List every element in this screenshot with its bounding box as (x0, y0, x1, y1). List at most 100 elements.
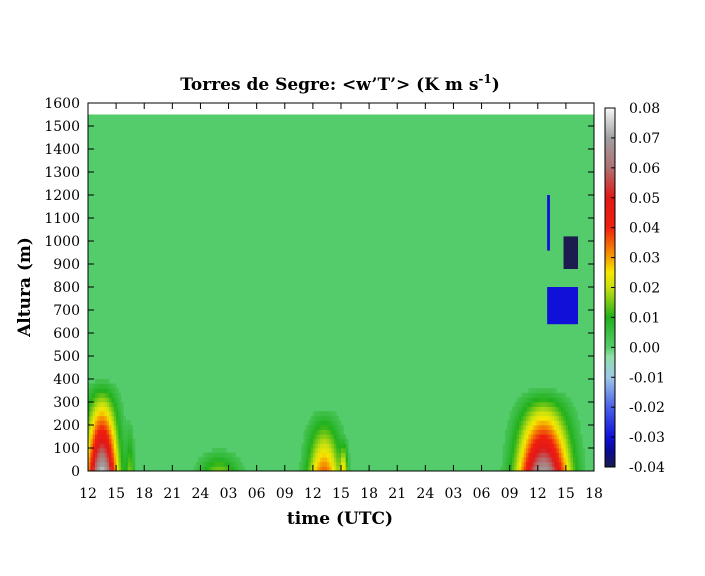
heatmap-cell (514, 429, 518, 435)
heatmap-cell (563, 296, 567, 302)
heatmap-cell (315, 425, 318, 430)
heatmap-cell (310, 443, 314, 449)
heatmap-cell (97, 420, 101, 426)
heatmap-cell (102, 379, 105, 384)
heatmap-cell (104, 434, 108, 440)
heatmap-cell (99, 415, 103, 421)
heatmap-cell (554, 452, 557, 458)
heatmap-cell (568, 305, 571, 311)
heatmap-cell (568, 397, 571, 403)
heatmap-cell (507, 429, 511, 435)
heatmap-cell (516, 443, 520, 449)
heatmap-cell (120, 434, 124, 440)
heatmap-cell (535, 438, 539, 444)
heatmap-cell (221, 466, 225, 472)
heatmap-cell (116, 415, 119, 421)
heatmap-cell (554, 305, 557, 311)
heatmap-cell (308, 429, 311, 435)
heatmap-cell (109, 452, 112, 458)
heatmap-cells (88, 195, 586, 472)
heatmap-cell (343, 466, 347, 472)
heatmap-cell (92, 397, 96, 403)
heatmap-cell (519, 415, 522, 421)
heatmap-cell (109, 443, 112, 449)
heatmap-cell (104, 448, 108, 453)
heatmap-cell (516, 461, 520, 467)
heatmap-cell (315, 438, 318, 444)
heatmap-cell (130, 452, 133, 458)
heatmap-cell (95, 434, 98, 440)
heatmap-cell (568, 448, 571, 453)
heatmap-cell (336, 461, 340, 467)
heatmap-cell (341, 434, 344, 440)
heatmap-cell (514, 402, 518, 407)
heatmap-cell (336, 457, 340, 463)
heatmap-cell (502, 466, 506, 472)
heatmap-cell (516, 406, 520, 412)
heatmap-cell (544, 397, 548, 403)
heatmap-cell (205, 452, 208, 458)
heatmap-cell (572, 300, 576, 306)
heatmap-cell (109, 406, 112, 412)
heatmap-cell (565, 415, 569, 421)
heatmap-cell (544, 406, 548, 412)
heatmap-cell (95, 466, 98, 472)
heatmap-cell (530, 457, 534, 463)
heatmap-cell (535, 415, 539, 421)
heatmap-cell (570, 402, 574, 407)
heatmap-cell (338, 438, 342, 444)
heatmap-cell (556, 420, 560, 426)
heatmap-cell (301, 457, 304, 463)
heatmap-cell (551, 287, 555, 292)
heatmap-cell (516, 457, 520, 463)
heatmap-cell (551, 314, 555, 320)
heatmap-cell (526, 466, 529, 472)
heatmap-cell (554, 392, 557, 398)
heatmap-cell (90, 388, 94, 394)
heatmap-cell (530, 425, 534, 430)
heatmap-cell (116, 388, 119, 394)
heatmap-cell (530, 461, 534, 467)
heatmap-cell (575, 314, 578, 320)
heatmap-cell (556, 434, 560, 440)
heatmap-cell (572, 420, 576, 426)
heatmap-cell (582, 452, 586, 458)
heatmap-cell (102, 397, 105, 403)
heatmap-cell (563, 259, 567, 265)
heatmap-cell (343, 434, 347, 440)
heatmap-cell (305, 434, 309, 440)
heatmap-cell (551, 411, 555, 417)
heatmap-cell (118, 466, 122, 472)
heatmap-cell (88, 415, 91, 421)
heatmap-cell (303, 429, 307, 435)
heatmap-cell (319, 461, 323, 467)
heatmap-cell (106, 461, 110, 467)
heatmap-cell (523, 420, 527, 426)
heatmap-cell (305, 448, 309, 453)
heatmap-cell (535, 452, 539, 458)
heatmap-cell (514, 415, 518, 421)
heatmap-cell (540, 397, 543, 403)
heatmap-cell (90, 383, 94, 389)
heatmap-cell (341, 457, 344, 463)
heatmap-cell (317, 438, 321, 444)
heatmap-cell (106, 392, 110, 398)
x-tick-label: 24 (416, 486, 434, 502)
heatmap-cell (113, 438, 117, 444)
x-tick-label: 15 (107, 486, 125, 502)
heatmap-cell (130, 425, 133, 430)
heatmap-cell (547, 411, 550, 417)
heatmap-cell (123, 448, 126, 453)
heatmap-cell (99, 402, 103, 407)
heatmap-cell (512, 415, 515, 421)
heatmap-cell (104, 397, 108, 403)
heatmap-cell (120, 429, 124, 435)
heatmap-cell (512, 461, 515, 467)
heatmap-cell (579, 466, 583, 472)
heatmap-cell (512, 425, 515, 430)
heatmap-cell (523, 443, 527, 449)
heatmap-cell (207, 461, 211, 467)
heatmap-cell (563, 254, 567, 260)
heatmap-cell (132, 438, 136, 444)
heatmap-cell (216, 448, 220, 453)
